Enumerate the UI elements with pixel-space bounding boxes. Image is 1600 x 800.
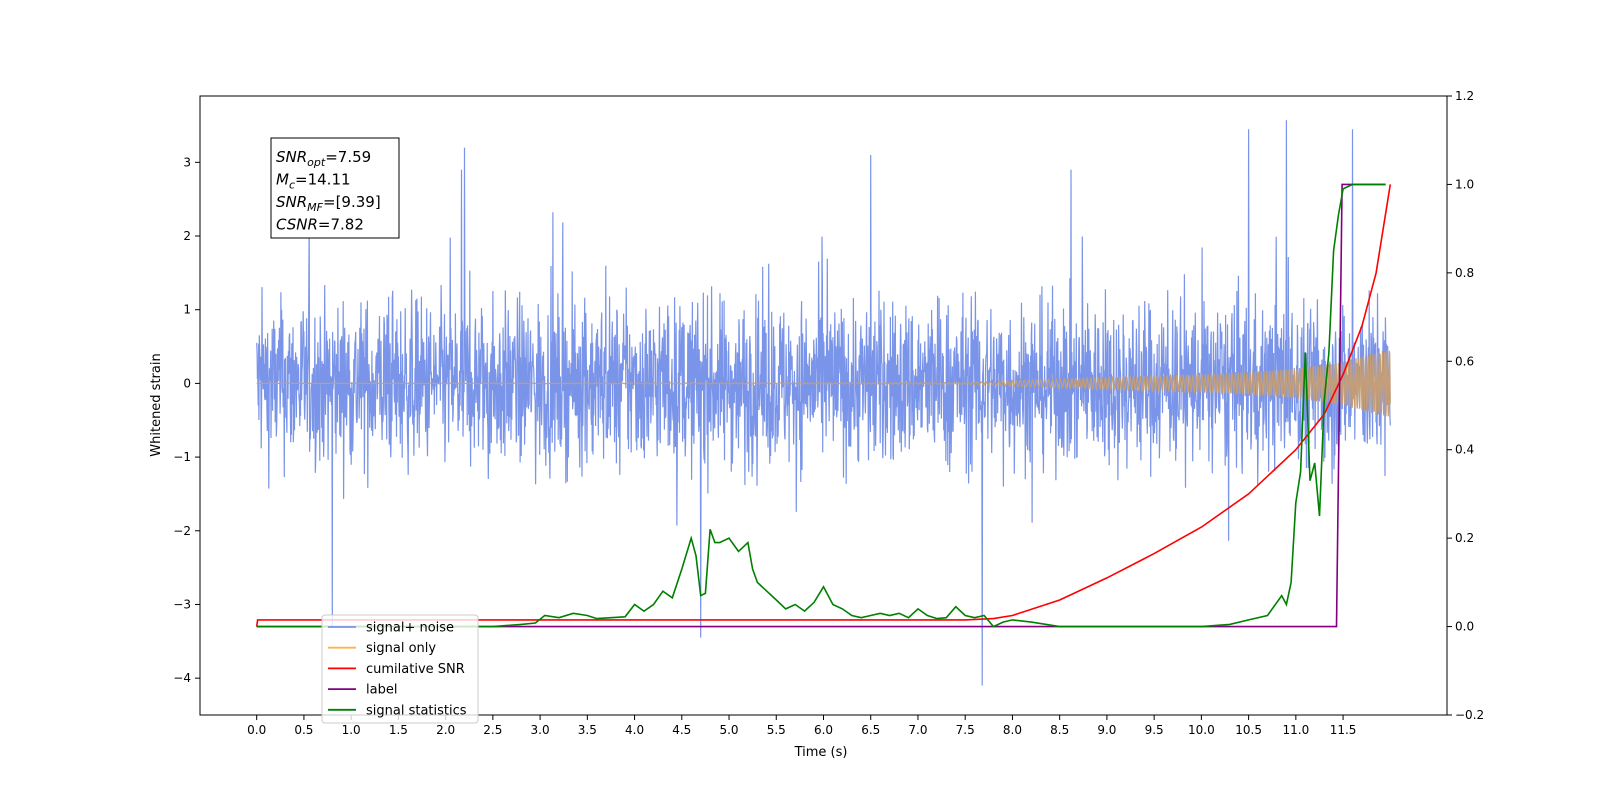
legend: signal+ noise signal only cumilative SNR la… — [321, 614, 479, 724]
annotation-line: SNRMF=[9.39] — [276, 193, 381, 214]
x-tick-label: 5.5 — [767, 723, 786, 737]
x-tick-label: 3.0 — [531, 723, 550, 737]
annotation-line: CSNR=7.82 — [276, 216, 364, 234]
x-tick-label: 2.0 — [436, 723, 455, 737]
x-tick-label: 5.0 — [719, 723, 738, 737]
x-tick-label: 9.0 — [1097, 723, 1116, 737]
x-tick-label: 8.0 — [1003, 723, 1022, 737]
y-axis-right: 1.2 1.0 0.8 0.6 0.4 0.2 0.0 −0.2 — [1447, 89, 1484, 722]
legend-entry: cumilative SNR — [366, 662, 465, 677]
x-tick-label: 9.5 — [1145, 723, 1164, 737]
plot-area — [255, 120, 1392, 686]
y-tick-label: 1 — [183, 303, 191, 317]
y-tick-label: −2 — [173, 524, 191, 538]
x-tick-label: 1.5 — [389, 723, 408, 737]
y-tick-label: 3 — [183, 155, 191, 169]
x-axis-label: Time (s) — [794, 745, 848, 760]
y-tick-label: 0 — [183, 376, 191, 390]
annotation-frame — [270, 137, 400, 239]
y-tick-label: −1 — [173, 450, 191, 464]
x-tick-label: 10.5 — [1235, 723, 1262, 737]
x-tick-label: 0.5 — [294, 723, 313, 737]
x-tick-label: 11.0 — [1282, 723, 1309, 737]
y2-tick-label: 0.8 — [1455, 266, 1474, 280]
legend-frame — [321, 614, 479, 724]
series-cumulative-snr — [255, 184, 1392, 627]
legend-entry: signal statistics — [366, 703, 467, 718]
x-tick-label: 11.5 — [1330, 723, 1357, 737]
x-tick-label: 0.0 — [247, 723, 266, 737]
legend-entry: signal+ noise — [366, 621, 454, 636]
y-tick-label: −3 — [173, 597, 191, 611]
y2-tick-label: 0.2 — [1455, 531, 1474, 545]
x-tick-label: 4.5 — [672, 723, 691, 737]
y2-tick-label: −0.2 — [1455, 708, 1484, 722]
x-tick-label: 3.5 — [578, 723, 597, 737]
y-axis-left: 3 2 1 0 −1 −2 −3 −4 — [173, 155, 200, 685]
y2-tick-label: 1.2 — [1455, 89, 1474, 103]
x-tick-label: 6.0 — [814, 723, 833, 737]
x-tick-label: 7.5 — [956, 723, 975, 737]
legend-entry: signal only — [366, 641, 436, 656]
series-signal-statistics — [256, 183, 1386, 628]
annotation-line: Mc=14.11 — [276, 171, 351, 192]
x-tick-label: 2.5 — [483, 723, 502, 737]
y-axis-label: Whitened strain — [149, 353, 164, 456]
series-signal-noise — [256, 120, 1391, 686]
y-tick-label: −4 — [173, 671, 191, 685]
x-axis: 0.0 0.5 1.0 1.5 2.0 2.5 3.0 3.5 4.0 4.5 5.0 5.5 6.0 6… — [247, 715, 1356, 737]
y-tick-label: 2 — [183, 229, 191, 243]
x-tick-label: 6.5 — [861, 723, 880, 737]
legend-entry: label — [366, 683, 397, 698]
x-tick-label: 7.0 — [908, 723, 927, 737]
y2-tick-label: 1.0 — [1455, 177, 1474, 191]
y2-tick-label: 0.4 — [1455, 443, 1474, 457]
y2-tick-label: 0.6 — [1455, 354, 1474, 368]
annotation-line: SNRopt=7.59 — [276, 148, 371, 169]
x-tick-label: 8.5 — [1050, 723, 1069, 737]
x-tick-label: 10.0 — [1188, 723, 1215, 737]
y2-tick-label: 0.0 — [1455, 620, 1474, 634]
x-tick-label: 4.0 — [625, 723, 644, 737]
series-signal-only — [256, 349, 1391, 417]
x-tick-label: 1.0 — [342, 723, 361, 737]
